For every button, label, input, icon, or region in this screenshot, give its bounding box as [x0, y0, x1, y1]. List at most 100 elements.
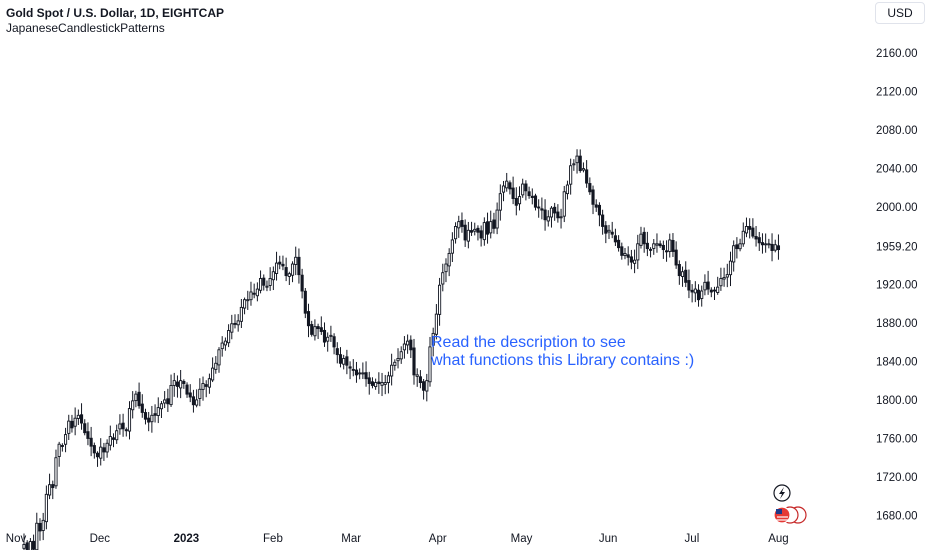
candle-down — [140, 403, 144, 413]
candle-down — [735, 244, 739, 250]
candle-down — [191, 396, 195, 406]
candle-up — [326, 336, 330, 342]
x-tick-label: Nov — [6, 533, 27, 545]
candle-down — [51, 484, 55, 489]
candle-down — [300, 274, 304, 292]
candle-down — [492, 219, 496, 229]
candle-down — [709, 289, 713, 293]
candle-up — [562, 191, 566, 217]
candle-down — [578, 155, 582, 172]
candle-up — [482, 222, 486, 241]
candle-up — [73, 417, 77, 427]
candle-down — [354, 369, 359, 376]
candle-up — [287, 273, 291, 277]
candle-down — [412, 347, 416, 376]
y-tick-label: 2160.00 — [876, 48, 918, 60]
candle-up — [131, 400, 135, 411]
candle-down — [79, 414, 84, 424]
candle-up — [41, 519, 45, 531]
candle-down — [645, 242, 649, 250]
candle-up — [207, 378, 211, 388]
candle-down — [649, 248, 653, 251]
symbol-title[interactable]: Gold Spot / U.S. Dollar, 1D, EIGHTCAP — [6, 6, 225, 20]
candle-up — [655, 243, 659, 246]
lightning-icon[interactable] — [773, 484, 791, 502]
y-tick-label: 1680.00 — [876, 511, 918, 523]
y-tick-label: 1720.00 — [876, 472, 918, 484]
indicator-label[interactable]: JapaneseCandlestickPatterns — [6, 21, 165, 35]
candle-down — [153, 413, 157, 416]
candle-down — [664, 250, 669, 253]
candle-down — [70, 420, 74, 429]
candle-down — [322, 329, 327, 343]
candle-down — [316, 326, 320, 330]
candle-down — [751, 227, 755, 237]
candle-up — [623, 252, 627, 256]
candle-up — [54, 457, 58, 487]
candle-down — [770, 243, 774, 251]
candle-down — [540, 208, 544, 211]
candle-down — [585, 169, 589, 184]
candle-down — [658, 243, 662, 247]
candle-up — [434, 313, 438, 335]
candle-down — [370, 381, 375, 386]
candle-up — [633, 259, 637, 264]
candle-up — [441, 272, 445, 285]
candle-up — [725, 274, 729, 278]
candle-down — [597, 204, 601, 216]
candle-up — [380, 382, 384, 386]
candle-up — [127, 408, 132, 432]
candle-up — [716, 286, 720, 293]
candle-down — [537, 206, 541, 209]
candle-down — [335, 348, 339, 356]
candle-down — [671, 239, 675, 252]
candle-up — [361, 372, 365, 375]
y-tick-label: 2080.00 — [876, 125, 918, 137]
candle-down — [594, 204, 598, 208]
candle-up — [457, 221, 461, 229]
candle-down — [367, 377, 371, 384]
x-tick-label: Jul — [685, 533, 700, 545]
candle-up — [693, 288, 697, 294]
candle-down — [332, 336, 336, 348]
candle-up — [559, 216, 563, 219]
y-tick-label: 1760.00 — [876, 433, 918, 445]
candle-up — [44, 493, 48, 523]
candle-up — [35, 522, 39, 550]
us-flag-icon[interactable] — [773, 506, 807, 524]
candle-up — [386, 375, 391, 384]
candle-down — [204, 384, 208, 387]
candle-down — [95, 452, 100, 458]
annotation-line-1: Read the description to see — [431, 334, 626, 351]
currency-button[interactable]: USD — [875, 2, 925, 24]
candle-down — [543, 209, 547, 221]
candle-down — [748, 226, 752, 230]
candle-up — [268, 278, 272, 286]
candle-up — [652, 243, 656, 249]
candle-up — [374, 382, 378, 388]
y-axis[interactable]: 2200.002160.002120.002080.002040.002000.… — [876, 9, 918, 522]
chart-icons[interactable] — [773, 484, 807, 524]
x-tick-label: Feb — [263, 533, 283, 545]
y-tick-label: 1959.20 — [876, 241, 918, 253]
candle-up — [517, 196, 522, 205]
candle-up — [99, 446, 103, 459]
candle-up — [495, 209, 499, 229]
candle-down — [185, 384, 189, 395]
candle-up — [521, 183, 525, 196]
candle-up — [489, 221, 493, 234]
x-axis[interactable]: Nov Dec 2023 Feb Mar Apr May Jun Jul Aug — [6, 533, 789, 545]
chart-legend: Gold Spot / U.S. Dollar, 1D, EIGHTCAP Ja… — [6, 6, 224, 36]
candle-up — [211, 367, 215, 381]
candle-down — [677, 264, 681, 277]
candle-up — [358, 372, 362, 375]
candle-down — [476, 227, 480, 233]
candle-down — [252, 292, 256, 295]
candle-down — [524, 183, 528, 192]
candle-up — [258, 278, 263, 291]
x-tick-label: Mar — [341, 533, 361, 545]
candle-up — [249, 291, 253, 301]
candle-up — [220, 342, 224, 350]
candle-down — [696, 289, 701, 301]
